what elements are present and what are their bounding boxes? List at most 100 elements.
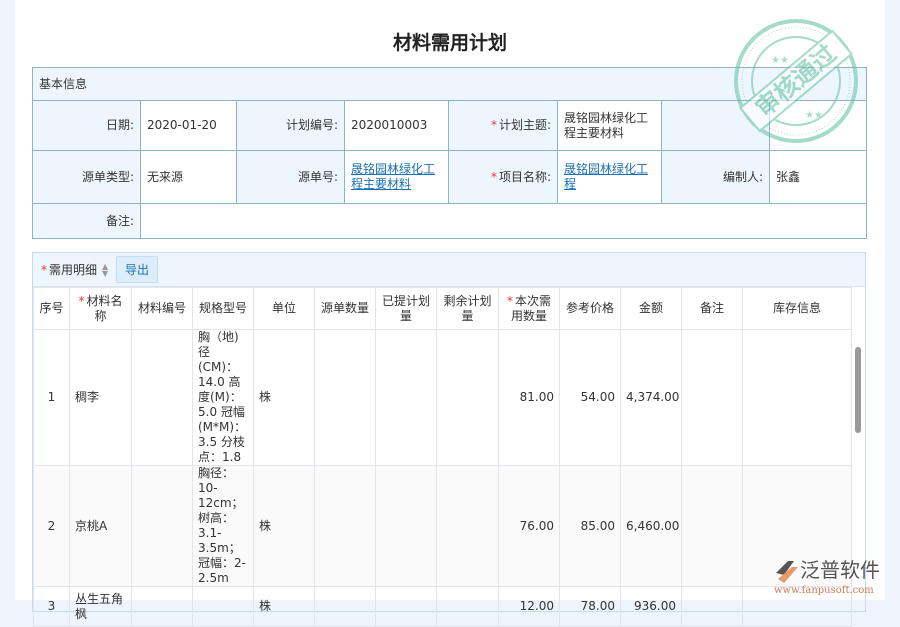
detail-section: * 需用明细 ▲ ▼ 导出 序号 * 材料名称 材料编号 规格型号 单位 源单数量 已提计划量 剩余…: [32, 252, 866, 627]
author-field[interactable]: 张鑫: [768, 150, 868, 204]
column-header: 已提计划量: [375, 287, 437, 330]
cell-remain: [436, 329, 499, 466]
subject-label: 计划主题:: [498, 118, 551, 132]
cell-name: 丛生五角枫: [69, 586, 132, 627]
date-field[interactable]: 2020-01-20: [140, 100, 237, 151]
detail-table: 序号 * 材料名称 材料编号 规格型号 单位 源单数量 已提计划量 剩余计划量 * 本次需用数量 参考…: [33, 287, 852, 627]
table-row[interactable]: 1 稠李 胸（地)径(CM)：14.0 高度(M)：5.0 冠幅(M*M)：3.5 …: [33, 329, 852, 466]
cell-spec: 胸（地)径(CM)：14.0 高度(M)：5.0 冠幅(M*M)：3.5 分枝点…: [192, 329, 254, 466]
column-header-label: 剩余计划量: [443, 293, 492, 323]
source-no-link[interactable]: 晟铭园林绿化工程主要材料: [351, 162, 436, 191]
column-header: 单位: [253, 287, 315, 330]
project-link[interactable]: 晟铭园林绿化工程: [564, 162, 649, 191]
column-header-label: 源单数量: [320, 301, 369, 315]
export-button[interactable]: 导出: [116, 256, 159, 283]
cell-no: 2: [33, 465, 70, 587]
cell-planned: [375, 329, 437, 466]
cell-code: [131, 586, 193, 627]
column-header-label: 参考价格: [565, 301, 614, 315]
source-type-field[interactable]: 无来源: [140, 150, 237, 204]
table-row[interactable]: 3 丛生五角枫 株 12.00 78.00 936.00: [33, 586, 852, 627]
cell-spec: 胸径：10-12cm；树高：3.1-3.5m；冠幅：2-2.5m: [192, 465, 254, 587]
plan-no-label: 计划编号:: [236, 100, 345, 151]
column-header: * 本次需用数量: [498, 287, 560, 330]
cell-qty: 12.00: [498, 586, 560, 627]
column-header: 库存信息: [742, 287, 852, 330]
cell-planned: [375, 586, 437, 627]
cell-remain: [436, 465, 499, 587]
column-header-label: 材料名称: [86, 293, 123, 323]
vertical-scrollbar[interactable]: [855, 347, 861, 433]
cell-remain: [436, 586, 499, 627]
cell-remark: [681, 465, 743, 587]
section-title: 基本信息: [31, 67, 868, 101]
fanpusoft-logo: 泛普软件 www.fanpusoft.com: [774, 558, 880, 596]
cell-remark: [681, 329, 743, 466]
svg-text:www.fanpusoft.com: www.fanpusoft.com: [774, 585, 874, 596]
column-header: 金额: [620, 287, 682, 330]
cell-name: 京桃A: [69, 465, 132, 587]
cell-unit: 株: [253, 329, 315, 466]
subject-field[interactable]: 晟铭园林绿化工程主要材料: [557, 100, 662, 151]
svg-text:★★: ★★: [805, 110, 823, 121]
cell-src_qty: [314, 329, 376, 466]
detail-toolbar: * 需用明细 ▲ ▼ 导出: [33, 253, 865, 287]
column-header: 序号: [33, 287, 70, 330]
column-header: * 材料名称: [69, 287, 132, 330]
detail-title: 需用明细: [49, 263, 98, 277]
author-label: 编制人:: [661, 150, 770, 204]
cell-stock: [742, 465, 852, 587]
column-header: 源单数量: [314, 287, 376, 330]
svg-text:泛普软件: 泛普软件: [800, 558, 880, 582]
cell-planned: [375, 465, 437, 587]
cell-amount: 6,460.00: [620, 465, 682, 587]
project-label: 项目名称:: [498, 169, 551, 184]
source-type-label: 源单类型:: [32, 150, 141, 204]
column-header: 规格型号: [192, 287, 254, 330]
cell-code: [131, 465, 193, 587]
column-header-label: 金额: [638, 301, 663, 315]
date-label: 日期:: [32, 100, 141, 151]
remark-field[interactable]: [139, 203, 868, 239]
cell-spec: [192, 586, 254, 627]
cell-qty: 76.00: [498, 465, 560, 587]
sort-icon[interactable]: ▲ ▼: [101, 261, 109, 278]
column-header: 备注: [681, 287, 743, 330]
cell-price: 85.00: [559, 465, 621, 587]
cell-unit: 株: [253, 465, 315, 587]
cell-price: 54.00: [559, 329, 621, 466]
plan-no-field[interactable]: 2020010003: [344, 100, 449, 151]
cell-qty: 81.00: [498, 329, 560, 466]
column-header: 参考价格: [559, 287, 621, 330]
column-header-label: 已提计划量: [381, 293, 430, 323]
source-no-label: 源单号:: [236, 150, 345, 204]
column-header-label: 材料编号: [137, 301, 186, 315]
cell-no: 1: [33, 329, 70, 466]
cell-amount: 4,374.00: [620, 329, 682, 466]
cell-stock: [742, 329, 852, 466]
cell-remark: [681, 586, 743, 627]
cell-no: 3: [33, 586, 70, 627]
cell-amount: 936.00: [620, 586, 682, 627]
column-header: 材料编号: [131, 287, 193, 330]
column-header-label: 本次需用数量: [510, 293, 551, 323]
table-row[interactable]: 2 京桃A 胸径：10-12cm；树高：3.1-3.5m；冠幅：2-2.5m 株 76.…: [33, 465, 852, 587]
column-header-label: 单位: [271, 301, 296, 315]
subject-label-cell: * 计划主题:: [448, 100, 558, 151]
basic-info-form: 基本信息 日期: 2020-01-20 计划编号: 2020010003 * 计划…: [31, 67, 868, 239]
cell-name: 稠李: [69, 329, 132, 466]
column-header: 剩余计划量: [436, 287, 499, 330]
remark-label: 备注:: [32, 203, 141, 239]
empty-label: [661, 100, 770, 151]
column-header-label: 序号: [39, 301, 64, 315]
page-title: 材料需用计划: [392, 32, 507, 54]
cell-src_qty: [314, 586, 376, 627]
column-header-label: 规格型号: [198, 301, 247, 315]
approved-stamp: 审核通过 ★★ ★★: [734, 19, 858, 143]
svg-text:★★: ★★: [771, 55, 789, 66]
cell-unit: 株: [253, 586, 315, 627]
column-header-label: 备注: [699, 301, 724, 315]
project-label-cell: * 项目名称:: [448, 150, 558, 204]
cell-code: [131, 329, 193, 466]
cell-price: 78.00: [559, 586, 621, 627]
